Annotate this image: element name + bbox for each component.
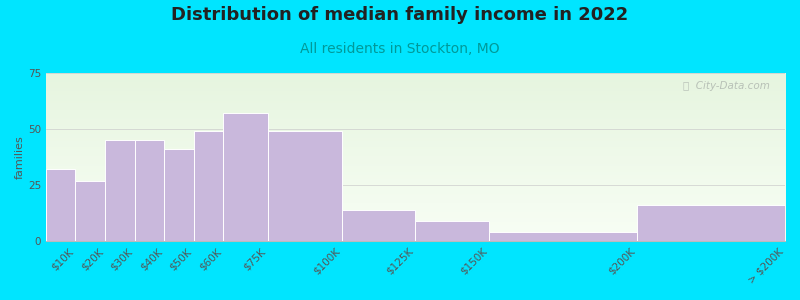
Bar	[490, 232, 637, 241]
Bar	[134, 140, 164, 241]
Bar	[105, 140, 134, 241]
Text: Distribution of median family income in 2022: Distribution of median family income in …	[171, 6, 629, 24]
Bar	[164, 149, 194, 241]
Bar	[268, 131, 342, 241]
Bar	[223, 113, 268, 241]
Y-axis label: families: families	[15, 135, 25, 179]
Bar	[637, 206, 785, 241]
Bar	[342, 210, 415, 241]
Text: ⓘ  City-Data.com: ⓘ City-Data.com	[683, 81, 770, 92]
Bar	[75, 181, 105, 241]
Text: All residents in Stockton, MO: All residents in Stockton, MO	[300, 42, 500, 56]
Bar	[415, 221, 490, 241]
Bar	[194, 131, 223, 241]
Bar	[46, 169, 75, 241]
